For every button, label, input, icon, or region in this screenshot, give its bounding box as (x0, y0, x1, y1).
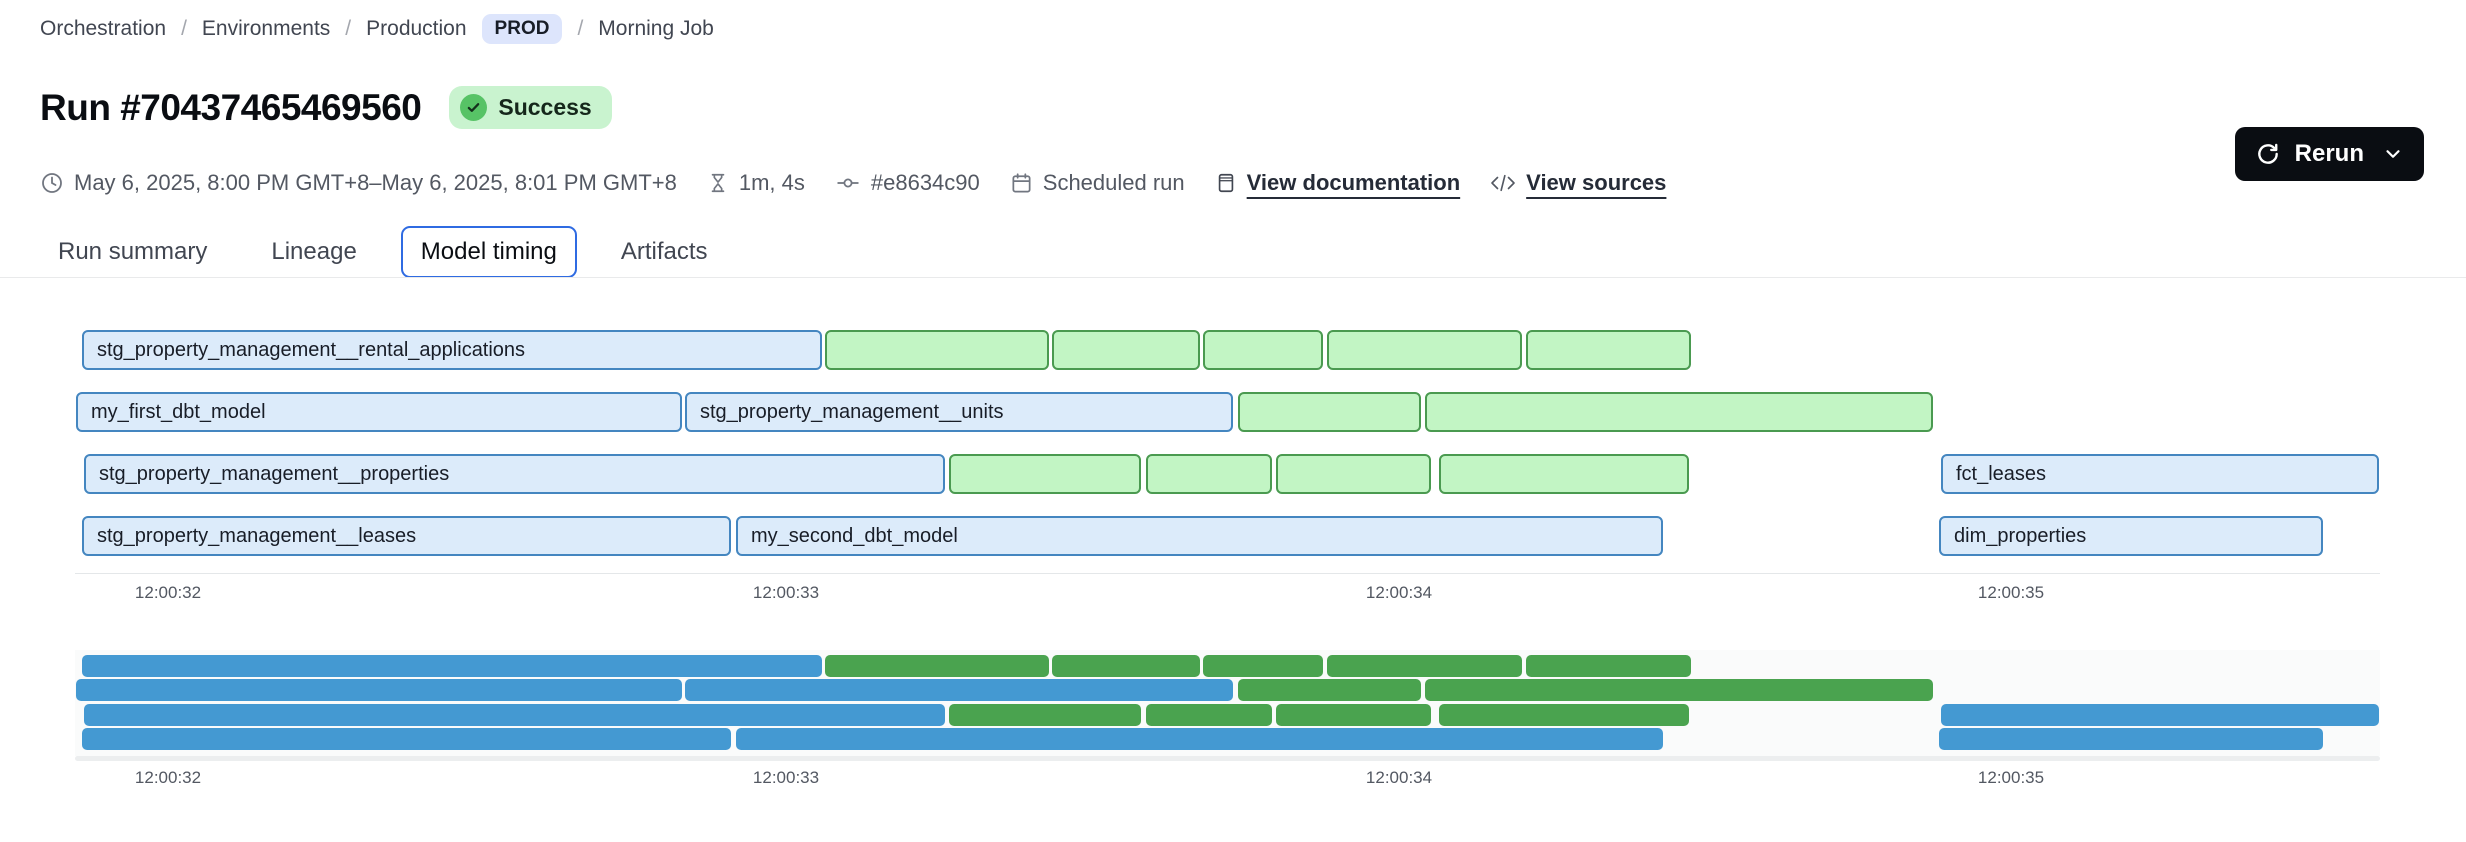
mini-bar-test[interactable] (1276, 704, 1431, 726)
mini-bar-test[interactable] (1238, 679, 1421, 701)
view-sources-link[interactable]: View sources (1526, 170, 1667, 195)
gantt-bar-test[interactable] (1238, 392, 1421, 432)
trigger-text: Scheduled run (1042, 170, 1185, 195)
gantt-bar-stg_property_management__units[interactable]: stg_property_management__units (685, 392, 1233, 432)
breadcrumb-separator: / (181, 17, 187, 40)
breadcrumb-environments[interactable]: Environments (201, 17, 331, 40)
calendar-icon (1012, 173, 1031, 193)
axis-tick-label: 12:00:34 (1365, 583, 1433, 602)
document-icon (1218, 173, 1233, 193)
tabs-divider (0, 277, 2466, 278)
mini-bar-test[interactable] (1327, 655, 1522, 677)
status-label: Success (498, 94, 592, 120)
duration-item: 1m, 4s (707, 170, 805, 196)
trigger-item: Scheduled run (1010, 170, 1185, 196)
timeline-scroll-track[interactable] (75, 756, 2380, 761)
mini-bar-test[interactable] (1203, 655, 1323, 677)
clock-icon (42, 173, 62, 193)
gantt-bar-test[interactable] (1276, 454, 1431, 494)
commit-item: #e8634c90 (835, 170, 980, 196)
breadcrumb-orchestration[interactable]: Orchestration (40, 17, 167, 40)
axis-tick-label: 12:00:32 (134, 768, 202, 787)
mini-bar-test[interactable] (1146, 704, 1272, 726)
gantt-bar-stg_property_management__leases[interactable]: stg_property_management__leases (82, 516, 731, 556)
sources-item: View sources (1490, 170, 1666, 196)
gantt-bar-fct_leases[interactable]: fct_leases (1941, 454, 2379, 494)
chevron-down-icon[interactable] (2382, 143, 2404, 165)
gantt-bar-test[interactable] (1146, 454, 1272, 494)
gantt-bar-stg_property_management__rental_applications[interactable]: stg_property_management__rental_applicat… (82, 330, 822, 370)
axis-tick-label: 12:00:33 (752, 768, 820, 787)
axis-tick-label: 12:00:33 (752, 583, 820, 602)
gantt-bar-my_second_dbt_model[interactable]: my_second_dbt_model (736, 516, 1663, 556)
tab-artifacts[interactable]: Artifacts (620, 238, 708, 265)
documentation-item: View documentation (1215, 170, 1461, 196)
tab-model-timing[interactable]: Model timing (400, 226, 577, 278)
gantt-bar-stg_property_management__properties[interactable]: stg_property_management__properties (84, 454, 945, 494)
mini-bar-test[interactable] (1052, 655, 1200, 677)
gantt-bar-test[interactable] (825, 330, 1049, 370)
run-meta-row: May 6, 2025, 8:00 PM GMT+8–May 6, 2025, … (40, 170, 1666, 196)
environment-badge: PROD (481, 14, 563, 44)
time-range-item: May 6, 2025, 8:00 PM GMT+8–May 6, 2025, … (40, 170, 677, 196)
mini-bar-stg_property_management__properties[interactable] (84, 704, 945, 726)
mini-bar-stg_property_management__units[interactable] (685, 679, 1233, 701)
run-tabs: Run summary Lineage Model timing Artifac… (38, 226, 728, 278)
gantt-bar-my_first_dbt_model[interactable]: my_first_dbt_model (76, 392, 682, 432)
tab-lineage[interactable]: Lineage (271, 238, 357, 265)
mini-bar-test[interactable] (949, 704, 1141, 726)
success-check-icon (460, 94, 488, 121)
view-documentation-link[interactable]: View documentation (1246, 170, 1461, 195)
commit-icon (837, 178, 859, 188)
mini-bar-test[interactable] (1526, 655, 1691, 677)
mini-bar-my_second_dbt_model[interactable] (736, 728, 1663, 750)
breadcrumb-separator: / (577, 17, 584, 40)
mini-bar-test[interactable] (1439, 704, 1689, 726)
code-icon (1491, 174, 1515, 192)
breadcrumb-separator: / (345, 17, 352, 40)
mini-bar-stg_property_management__leases[interactable] (82, 728, 731, 750)
commit-hash[interactable]: #e8634c90 (870, 170, 980, 195)
gantt-bar-test[interactable] (1052, 330, 1200, 370)
gantt-bar-dim_properties[interactable]: dim_properties (1939, 516, 2323, 556)
breadcrumb-production[interactable]: Production (366, 17, 467, 40)
mini-bar-test[interactable] (1425, 679, 1933, 701)
mini-bar-my_first_dbt_model[interactable] (76, 679, 682, 701)
time-range-text: May 6, 2025, 8:00 PM GMT+8–May 6, 2025, … (74, 170, 677, 195)
mini-bar-fct_leases[interactable] (1941, 704, 2379, 726)
gantt-bar-test[interactable] (949, 454, 1141, 494)
mini-bar-stg_property_management__rental_applications[interactable] (82, 655, 822, 677)
axis-tick-label: 12:00:32 (134, 583, 202, 602)
breadcrumb-morning-job[interactable]: Morning Job (598, 17, 714, 40)
rerun-button[interactable]: Rerun (2234, 127, 2424, 181)
breadcrumb: Orchestration / Environments / Productio… (40, 14, 714, 44)
axis-tick-label: 12:00:35 (1977, 583, 2045, 602)
gantt-bar-test[interactable] (1203, 330, 1323, 370)
axis-tick-label: 12:00:34 (1365, 768, 1433, 787)
page-title: Run #70437465469560 (40, 86, 422, 128)
status-badge: Success (449, 86, 612, 129)
gantt-bar-test[interactable] (1425, 392, 1933, 432)
axis-tick-label: 12:00:35 (1977, 768, 2045, 787)
title-row: Run #70437465469560 Success (40, 86, 612, 129)
gantt-bar-test[interactable] (1327, 330, 1522, 370)
main-axis-line (75, 573, 2380, 574)
refresh-icon (2255, 141, 2281, 167)
model-timing-chart: stg_property_management__rental_applicat… (0, 300, 2466, 842)
mini-bar-test[interactable] (825, 655, 1049, 677)
mini-bar-dim_properties[interactable] (1939, 728, 2323, 750)
rerun-label: Rerun (2294, 140, 2364, 167)
gantt-bar-test[interactable] (1439, 454, 1689, 494)
gantt-bar-test[interactable] (1526, 330, 1691, 370)
duration-text: 1m, 4s (738, 170, 805, 195)
hourglass-icon (711, 173, 725, 193)
tab-run-summary[interactable]: Run summary (58, 238, 208, 265)
